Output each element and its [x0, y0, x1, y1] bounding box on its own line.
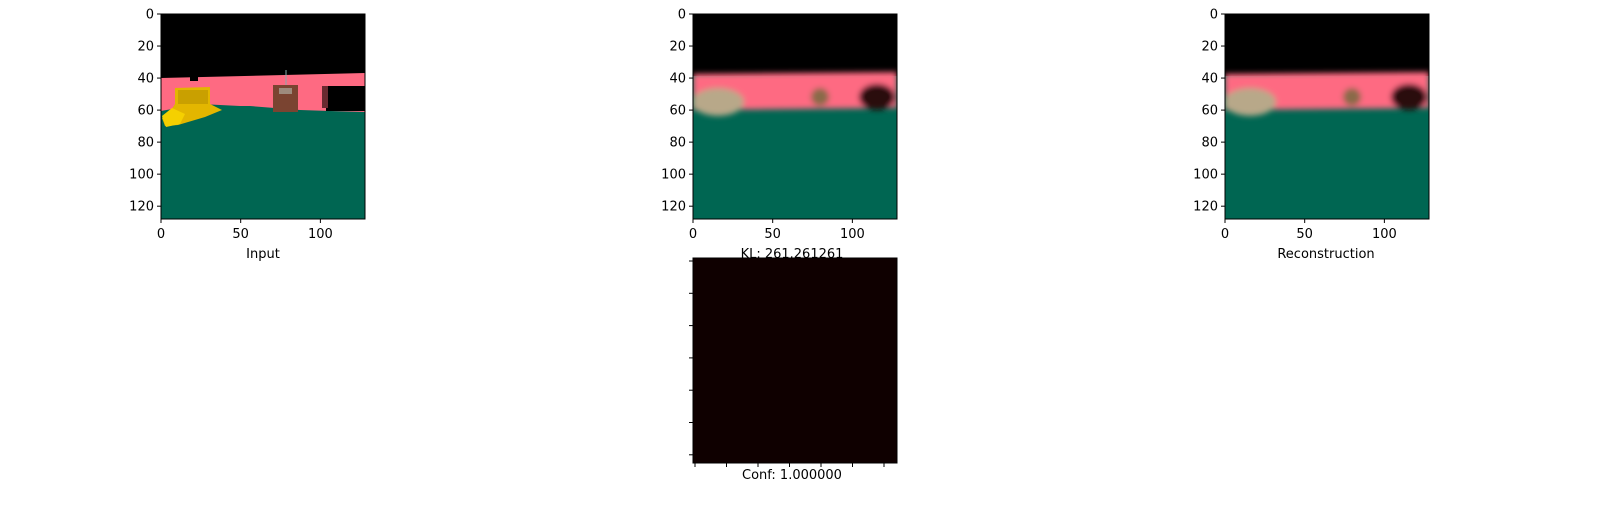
x-tick-label: 0 — [689, 227, 697, 242]
y-tick-label: 80 — [137, 136, 154, 151]
y-tick-label: 60 — [137, 104, 154, 119]
x-tick-label: 50 — [1296, 227, 1313, 242]
y-tick-label: 120 — [1193, 200, 1218, 215]
x-tick-label: 100 — [840, 227, 865, 242]
reconstruction-x-axis: 0 50 100 — [1221, 219, 1397, 242]
confidence-axes-frame — [692, 257, 898, 464]
x-tick-label: 50 — [764, 227, 781, 242]
reconstruction-axes-frame — [1224, 13, 1430, 220]
kl-y-axis: 0 20 40 60 80 100 120 — [661, 8, 693, 215]
input-panel: 0 20 40 60 80 100 120 0 50 100 Input — [129, 8, 366, 262]
input-axes-frame — [160, 13, 366, 220]
reconstruction-image — [1225, 14, 1429, 219]
kl-axes-frame — [692, 13, 898, 220]
x-tick-label: 50 — [232, 227, 249, 242]
confidence-panel: Conf: 1.000000 — [689, 257, 898, 483]
confidence-heatmap-cell — [693, 258, 897, 463]
y-tick-label: 40 — [137, 72, 154, 87]
y-tick-label: 100 — [1193, 168, 1218, 183]
input-y-axis: 0 20 40 60 80 100 120 — [129, 8, 161, 215]
x-tick-label: 0 — [157, 227, 165, 242]
y-tick-label: 40 — [1201, 72, 1218, 87]
reconstruction-panel: 0 20 40 60 80 100 120 0 50 100 Reconstruction — [1193, 8, 1430, 262]
input-xlabel: Input — [246, 247, 280, 262]
y-tick-label: 0 — [1210, 8, 1218, 23]
y-tick-label: 80 — [1201, 136, 1218, 151]
y-tick-label: 20 — [137, 40, 154, 55]
y-tick-label: 80 — [669, 136, 686, 151]
confidence-xlabel: Conf: 1.000000 — [742, 468, 842, 483]
reconstruction-xlabel: Reconstruction — [1277, 247, 1374, 262]
y-tick-label: 0 — [146, 8, 154, 23]
input-image — [161, 14, 365, 219]
input-x-axis: 0 50 100 — [157, 219, 333, 242]
y-tick-label: 120 — [129, 200, 154, 215]
confidence-ticks — [689, 260, 885, 467]
y-tick-label: 100 — [661, 168, 686, 183]
y-tick-label: 120 — [661, 200, 686, 215]
x-tick-label: 100 — [308, 227, 333, 242]
y-tick-label: 20 — [669, 40, 686, 55]
kl-x-axis: 0 50 100 — [689, 219, 865, 242]
y-tick-label: 60 — [1201, 104, 1218, 119]
reconstruction-y-axis: 0 20 40 60 80 100 120 — [1193, 8, 1225, 215]
x-tick-label: 100 — [1372, 227, 1397, 242]
kl-image — [693, 14, 897, 219]
y-tick-label: 0 — [678, 8, 686, 23]
y-tick-label: 20 — [1201, 40, 1218, 55]
y-tick-label: 100 — [129, 168, 154, 183]
x-tick-label: 0 — [1221, 227, 1229, 242]
y-tick-label: 60 — [669, 104, 686, 119]
y-tick-label: 40 — [669, 72, 686, 87]
